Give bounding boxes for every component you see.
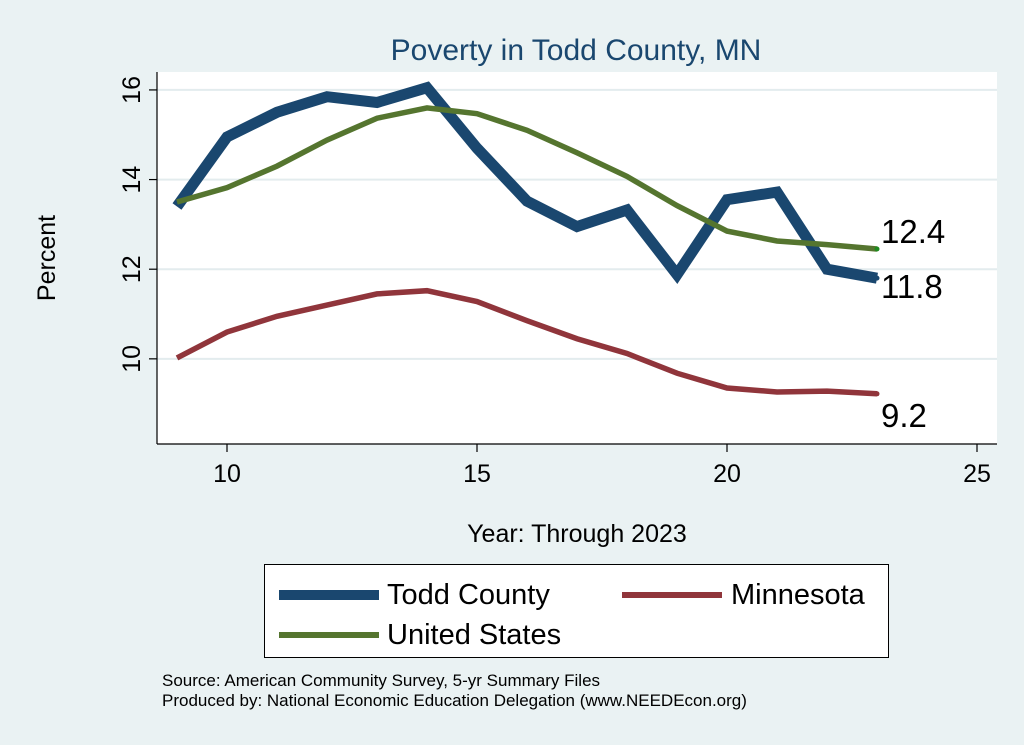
legend-swatch-todd-county (279, 590, 379, 600)
legend: Todd County Minnesota United States (264, 564, 889, 658)
series-line-minnesota (175, 287, 878, 397)
series-line-todd-county (172, 81, 878, 285)
x-axis-label: Year: Through 2023 (467, 520, 687, 548)
plot-area (157, 72, 997, 444)
series-lines (172, 81, 878, 397)
x-tick-label-25: 25 (963, 460, 991, 488)
legend-label-todd-county: Todd County (387, 579, 550, 611)
y-axis-label: Percent (33, 215, 61, 301)
end-label-minnesota: 9.2 (881, 397, 927, 434)
legend-label-minnesota: Minnesota (731, 579, 865, 611)
end-labels: 11.8 9.2 12.4 (874, 213, 945, 434)
legend-swatch-united-states (279, 632, 379, 638)
y-tick-label-10: 10 (118, 345, 146, 373)
producer-note: Produced by: National Economic Education… (162, 691, 747, 710)
x-tick-label-15: 15 (463, 460, 491, 488)
x-tick-label-10: 10 (213, 460, 241, 488)
y-tick-label-16: 16 (118, 76, 146, 104)
end-label-todd-county: 11.8 (881, 268, 943, 305)
source-note: Source: American Community Survey, 5-yr … (162, 671, 601, 690)
legend-swatch-minnesota (622, 592, 722, 598)
end-marker-todd-county (874, 275, 880, 281)
chart-title: Poverty in Todd County, MN (391, 34, 762, 67)
end-label-united-states: 12.4 (881, 213, 945, 250)
legend-item-minnesota: Minnesota (620, 575, 880, 615)
chart-notes: Source: American Community Survey, 5-yr … (162, 671, 747, 711)
legend-label-united-states: United States (387, 619, 562, 651)
legend-item-todd-county: Todd County (275, 575, 575, 615)
y-tick-label-12: 12 (118, 255, 146, 283)
legend-item-united-states: United States (275, 615, 575, 655)
end-marker-united-states (874, 246, 880, 252)
y-tick-label-14: 14 (118, 166, 146, 194)
end-marker-minnesota (874, 391, 880, 397)
series-line-united-states (176, 105, 878, 252)
axes: 10 12 14 16 10 15 20 25 (118, 72, 997, 488)
x-tick-label-20: 20 (713, 460, 741, 488)
